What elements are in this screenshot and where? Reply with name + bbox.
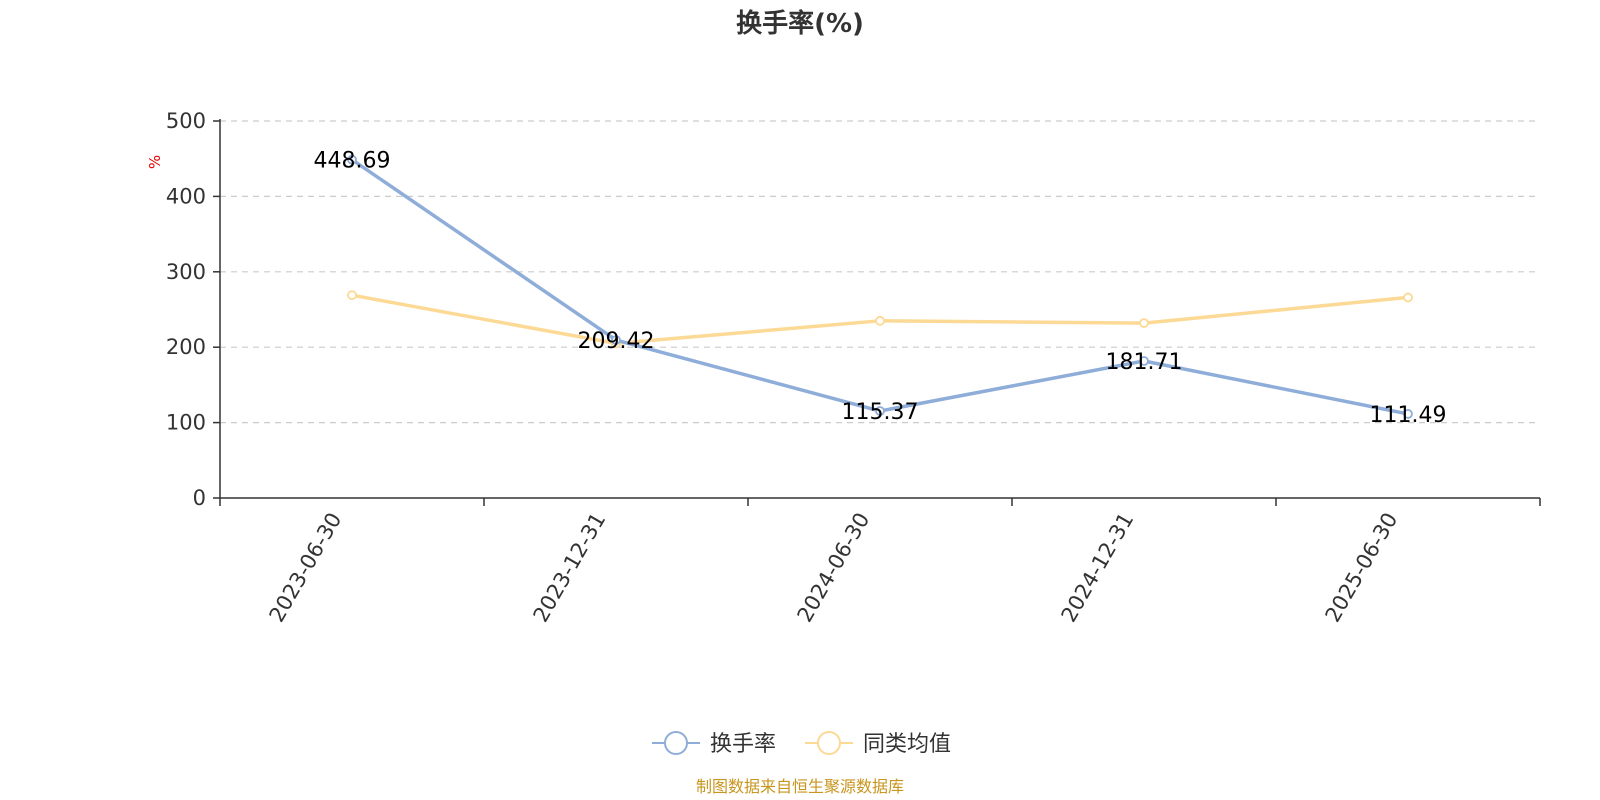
y-tick-label-500: 500 (166, 109, 206, 133)
y-tick-label-400: 400 (166, 184, 206, 208)
series-line-换手率 (351, 158, 1409, 416)
data-point-换手率-2023-06-30 (347, 154, 357, 165)
data-point-同类均值-2023-06-30 (347, 290, 357, 301)
x-tick-label-2025-06-30: 2025-06-30 (1321, 509, 1403, 627)
x-tick-label-2024-06-30: 2024-06-30 (793, 509, 875, 627)
y-tick-label-300: 300 (166, 260, 206, 284)
x-tick-label-2023-12-31: 2023-12-31 (529, 509, 611, 627)
y-tick-label-200: 200 (166, 335, 206, 359)
data-label-2024-06-30: 115.37 (842, 400, 919, 425)
y-tick-label-100: 100 (166, 411, 206, 435)
data-point-换手率-2024-12-31 (1139, 356, 1149, 366)
series-lines (347, 154, 1413, 419)
legend-marker-1 (817, 731, 841, 755)
legend-label-1: 同类均值 (863, 732, 951, 757)
legend-label-0: 换手率 (710, 732, 776, 757)
data-label-2023-12-31: 209.42 (578, 329, 655, 354)
legend-item-同类均值[interactable]: 同类均值 (805, 731, 951, 757)
data-point-换手率-2023-12-31 (611, 335, 621, 345)
legend-marker-0 (664, 731, 688, 755)
axes: 0 100 200 300 400 500 2023-06-30 2023-12-31 2024… (166, 109, 1541, 627)
x-tick-label-2024-12-31: 2024-12-31 (1057, 509, 1139, 627)
data-point-同类均值-2024-12-31 (1139, 318, 1149, 328)
data-labels: 448.69 209.42 115.37 181.71 111.49 (314, 149, 1447, 428)
data-source-note: 制图数据来自恒生聚源数据库 (696, 777, 904, 796)
legend-item-换手率[interactable]: 换手率 (652, 731, 776, 757)
grid-lines (220, 120, 1540, 424)
data-label-2025-06-30: 111.49 (1370, 403, 1447, 428)
data-point-同类均值-2025-06-30 (1403, 292, 1413, 303)
data-point-换手率-2024-06-30 (875, 406, 885, 416)
data-point-换手率-2025-06-30 (1403, 409, 1413, 419)
chart-title: 换手率(%) (736, 8, 864, 39)
x-tick-label-2023-06-30: 2023-06-30 (265, 509, 347, 627)
y-axis-unit-label: % (146, 155, 164, 169)
data-label-2024-12-31: 181.71 (1106, 350, 1183, 375)
y-tick-label-0: 0 (193, 486, 206, 510)
legend[interactable]: 换手率 同类均值 (652, 731, 951, 757)
data-point-同类均值-2024-06-30 (875, 315, 885, 326)
data-label-2023-06-30: 448.69 (314, 149, 391, 174)
